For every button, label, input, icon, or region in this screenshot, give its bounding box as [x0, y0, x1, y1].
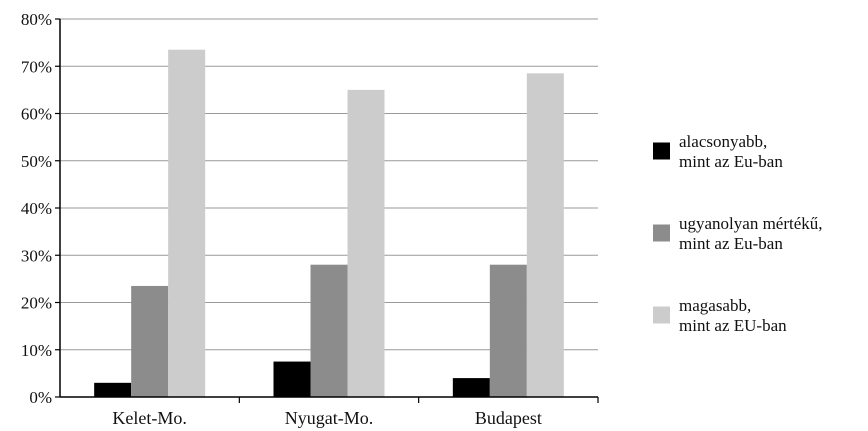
y-tick-label: 50%: [21, 152, 52, 171]
legend-item: ugyanolyan mértékű,mint az Eu-ban: [653, 214, 823, 253]
x-tick-label: Budapest: [475, 408, 542, 428]
y-tick-label: 60%: [21, 105, 52, 124]
y-tick-labels: 0% 10% 20% 30% 40% 50% 60% 70% 80%: [21, 10, 52, 407]
bar: [310, 264, 348, 397]
legend-label: magasabb,: [679, 296, 751, 315]
bar: [168, 49, 206, 398]
y-tick-label: 80%: [21, 10, 52, 29]
y-tick-label: 0%: [29, 388, 52, 407]
legend-swatch: [653, 224, 670, 242]
x-tick-label: Kelet-Mo.: [112, 408, 186, 428]
legend-swatch: [653, 142, 670, 160]
x-tick-labels: Kelet-Mo. Nyugat-Mo. Budapest: [112, 408, 541, 428]
bar: [526, 73, 564, 398]
legend-label: mint az Eu-ban: [679, 152, 783, 171]
legend-label: alacsonyabb,: [679, 132, 767, 151]
y-tick-label: 40%: [21, 199, 52, 218]
legend-item: alacsonyabb,mint az Eu-ban: [653, 132, 783, 171]
bar: [94, 382, 132, 397]
y-tick-label: 20%: [21, 294, 52, 313]
legend-swatch: [653, 306, 670, 324]
bar: [489, 264, 527, 397]
bars: [94, 49, 564, 398]
legend-item: magasabb,mint az EU-ban: [653, 296, 787, 335]
x-tick-label: Nyugat-Mo.: [285, 408, 374, 428]
legend-label: mint az EU-ban: [679, 316, 787, 335]
y-tick-label: 10%: [21, 341, 52, 360]
y-tick-label: 30%: [21, 246, 52, 265]
legend-label: mint az Eu-ban: [679, 234, 783, 253]
legend-label: ugyanolyan mértékű,: [679, 214, 823, 233]
y-tick-label: 70%: [21, 57, 52, 76]
bar: [452, 378, 490, 397]
bar: [347, 89, 385, 397]
bar: [131, 285, 169, 397]
bar: [273, 361, 311, 397]
axes: [55, 18, 599, 403]
